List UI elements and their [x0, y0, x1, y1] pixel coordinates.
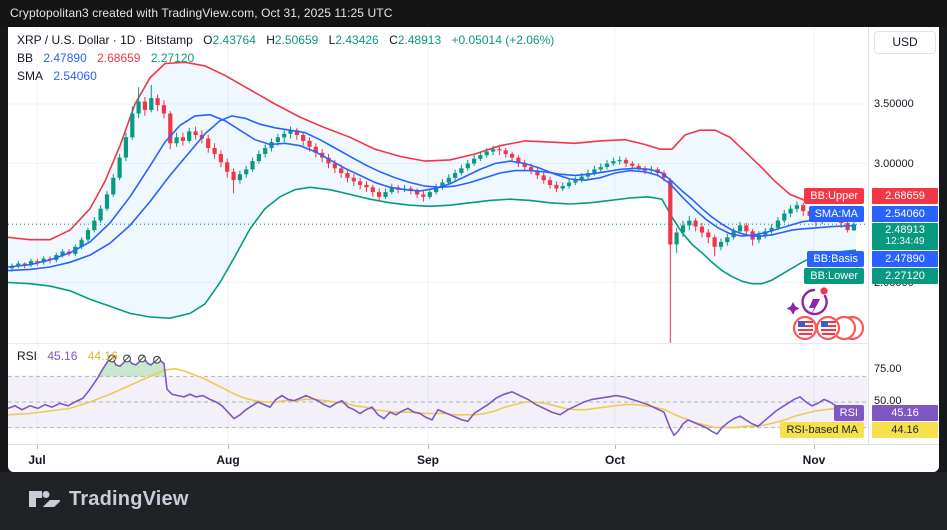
time-axis-label-aug: Aug: [216, 453, 240, 467]
ohlc-h-value: 2.50659: [274, 33, 319, 47]
sma-indicator-row[interactable]: SMA 2.54060: [17, 69, 554, 87]
rsi-pane[interactable]: [8, 343, 868, 445]
ohlc-h-label: H: [266, 33, 275, 47]
price-pane[interactable]: [8, 27, 868, 343]
currency-button[interactable]: USD: [874, 31, 936, 54]
bb-indicator-row[interactable]: BB 2.47890 2.68659 2.27120: [17, 51, 554, 69]
rsi-tick-label: 75.00: [874, 363, 902, 375]
time-axis[interactable]: Jul Aug Sep Oct Nov: [8, 444, 939, 472]
symbol-row[interactable]: XRP / U.S. Dollar · 1D · Bitstamp O2.437…: [17, 33, 554, 51]
time-axis-tick: [615, 445, 616, 449]
price-tick-label: 3.50000: [874, 98, 914, 110]
rsi-ma-legend-value: 44.16: [87, 349, 118, 363]
attribution-bar: Cryptopolitan3 created with TradingView.…: [0, 0, 947, 27]
bb-upper-value-badge: 2.68659: [872, 188, 938, 204]
bb-label: BB: [17, 51, 34, 65]
rsi-name-badge: RSI: [833, 405, 864, 421]
bb-basis-name-badge: BB:Basis: [807, 251, 864, 267]
notification-dot-icon: [820, 287, 828, 295]
rsi-legend-label: RSI: [17, 349, 38, 363]
ohlc-o-label: O: [203, 33, 213, 47]
rsi-chart-canvas[interactable]: [8, 344, 868, 445]
tradingview-logo-icon: [29, 491, 60, 507]
rsi-value-badge: 45.16: [872, 405, 938, 421]
bb-lower-name-badge: BB:Lower: [804, 268, 864, 284]
tradingview-brand-text: TradingView: [69, 487, 189, 510]
attribution-text: Cryptopolitan3 created with TradingView.…: [10, 6, 393, 20]
rsi-ma-name-badge: RSI-based MA: [780, 422, 864, 438]
ohlc-l-value: 2.43426: [335, 33, 379, 47]
bb-upper-name-badge: BB:Upper: [804, 188, 864, 204]
bar-countdown: 12:34:49: [885, 236, 925, 247]
footer-bar: TradingView: [0, 472, 947, 530]
bb-basis-value-badge: 2.47890: [872, 251, 938, 267]
time-axis-tick: [814, 445, 815, 449]
event-icons[interactable]: [778, 282, 873, 344]
rsi-ma-value-badge: 44.16: [872, 422, 938, 438]
last-price-badge: 2.48913 12:34:49: [872, 223, 938, 250]
bb-upper-value: 2.68659: [97, 51, 141, 65]
price-chart-canvas[interactable]: [8, 27, 868, 343]
ohlc-c-label: C: [389, 33, 398, 47]
bb-basis-value: 2.47890: [43, 51, 87, 65]
sma-ma-value-badge: 2.54060: [872, 206, 938, 222]
time-axis-label-nov: Nov: [802, 453, 826, 467]
tradingview-brand[interactable]: TradingView: [28, 486, 189, 512]
time-axis-label-sep: Sep: [416, 453, 440, 467]
us-flag-coins-icon[interactable]: [792, 315, 865, 341]
rsi-legend-value: 45.16: [47, 349, 78, 363]
time-axis-label-jul: Jul: [28, 453, 46, 467]
sma-label: SMA: [17, 69, 44, 83]
ohlc-c-value: 2.48913: [397, 33, 442, 47]
bb-lower-value-badge: 2.27120: [872, 268, 938, 284]
rsi-tick-label: 50.00: [874, 395, 902, 407]
time-axis-tick: [228, 445, 229, 449]
time-axis-label-oct: Oct: [604, 453, 626, 467]
sparkle-icon: [786, 302, 800, 315]
flash-event-icon[interactable]: [786, 287, 828, 316]
rsi-legend[interactable]: RSI 45.16 44.16: [17, 349, 118, 363]
sma-ma-name-badge: SMA:MA: [808, 206, 864, 222]
price-tick-label: 3.00000: [874, 158, 914, 170]
bb-lower-value: 2.27120: [150, 51, 195, 65]
last-price-value: 2.48913: [885, 224, 925, 236]
time-axis-tick: [428, 445, 429, 449]
ohlc-l-label: L: [328, 33, 336, 47]
ohlc-o-value: 2.43764: [212, 33, 256, 47]
change-value: +0.05014 (+2.06%): [451, 33, 555, 47]
symbol-title: XRP / U.S. Dollar · 1D · Bitstamp: [17, 33, 193, 47]
time-axis-tick: [37, 445, 38, 449]
sma-value: 2.54060: [53, 69, 97, 83]
symbol-legend: XRP / U.S. Dollar · 1D · Bitstamp O2.437…: [17, 33, 554, 87]
